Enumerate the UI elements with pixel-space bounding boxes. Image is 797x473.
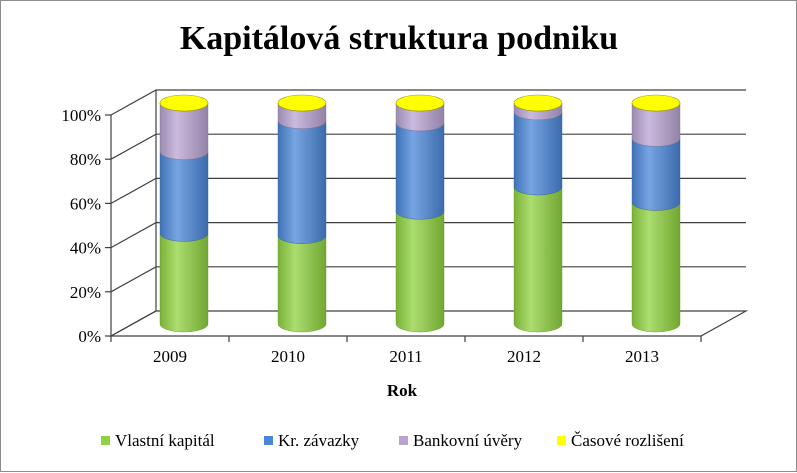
legend-item: Vlastní kapitál bbox=[101, 431, 215, 450]
x-tick-label: 2012 bbox=[507, 347, 541, 366]
bar-2013-1 bbox=[631, 138, 681, 211]
floor bbox=[108, 310, 749, 337]
legend-item: Kr. závazky bbox=[264, 431, 360, 450]
x-tick-label: 2009 bbox=[153, 347, 187, 366]
bar-stack-2009 bbox=[159, 94, 209, 333]
y-tick-label: 60% bbox=[70, 194, 101, 213]
back-wall-edge bbox=[110, 90, 157, 337]
bar-top-cap-2009 bbox=[159, 94, 209, 112]
bar-top-cap-2011 bbox=[395, 94, 445, 112]
chart-title: Kapitálová struktura podniku bbox=[180, 20, 618, 57]
bar-2013-0 bbox=[631, 202, 681, 333]
bar-2012-0 bbox=[513, 186, 563, 333]
y-tick-label: 100% bbox=[61, 106, 101, 125]
legend-label: Bankovní úvěry bbox=[413, 431, 523, 450]
bar-2010-0 bbox=[277, 235, 327, 333]
y-axis-ticks: 0% 20% 40% 60% 80% 100% bbox=[61, 106, 111, 346]
y-tick-label: 0% bbox=[78, 327, 101, 346]
bar-2010-1 bbox=[277, 120, 327, 244]
bar-2011-0 bbox=[395, 211, 445, 333]
x-tick-label: 2010 bbox=[271, 347, 305, 366]
bar-2012-1 bbox=[513, 111, 563, 196]
legend: Vlastní kapitál Kr. závazky Bankovní úvěry… bbox=[101, 431, 684, 450]
gridline bbox=[110, 89, 746, 116]
x-axis-ticks: 2009 2010 2011 2012 2013 bbox=[110, 336, 702, 366]
bar-2011-1 bbox=[395, 122, 445, 220]
bar-2009-2 bbox=[159, 102, 209, 160]
plot-walls bbox=[108, 90, 749, 337]
legend-swatch bbox=[399, 436, 408, 445]
x-tick-label: 2011 bbox=[389, 347, 422, 366]
legend-swatch bbox=[101, 436, 110, 445]
bar-stack-2012 bbox=[513, 94, 563, 333]
x-axis-label: Rok bbox=[387, 381, 418, 400]
bar-stack-2010 bbox=[277, 94, 327, 333]
bar-2009-1 bbox=[159, 151, 209, 242]
bar-top-cap-2010 bbox=[277, 94, 327, 112]
legend-swatch bbox=[557, 436, 566, 445]
bar-stack-2013 bbox=[631, 94, 681, 333]
y-tick-label: 20% bbox=[70, 283, 101, 302]
bar-top-cap-2012 bbox=[513, 94, 563, 112]
bars bbox=[159, 94, 681, 333]
bar-top-cap-2013 bbox=[631, 94, 681, 112]
y-tick-label: 40% bbox=[70, 239, 101, 258]
legend-label: Kr. závazky bbox=[278, 431, 360, 450]
legend-label: Vlastní kapitál bbox=[115, 431, 215, 450]
legend-item: Časové rozlišení bbox=[557, 431, 684, 450]
y-tick-label: 80% bbox=[70, 150, 101, 169]
legend-swatch bbox=[264, 436, 273, 445]
legend-item: Bankovní úvěry bbox=[399, 431, 523, 450]
bar-stack-2011 bbox=[395, 94, 445, 333]
x-tick-label: 2013 bbox=[625, 347, 659, 366]
legend-label: Časové rozlišení bbox=[571, 431, 684, 450]
bar-2009-0 bbox=[159, 233, 209, 333]
